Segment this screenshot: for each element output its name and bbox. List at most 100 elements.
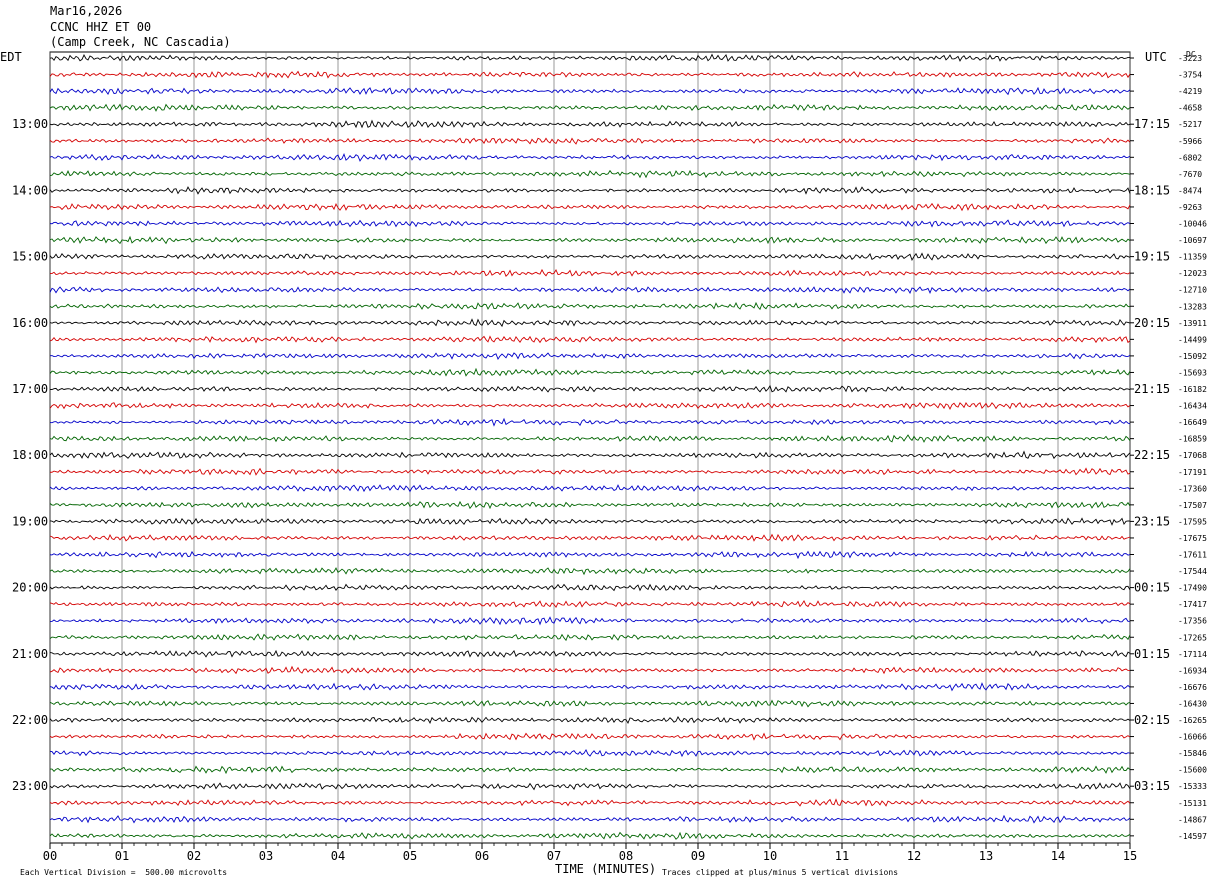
x-tick-label: 00 bbox=[43, 849, 57, 863]
dc-offset-label: -5966 bbox=[1178, 137, 1202, 146]
trace-line bbox=[49, 301, 1131, 311]
dc-offset-label: -17360 bbox=[1178, 484, 1207, 493]
trace-line bbox=[49, 268, 1131, 277]
x-tick-label: 07 bbox=[547, 849, 561, 863]
x-tick-label: 01 bbox=[115, 849, 129, 863]
dc-offset-label: -15092 bbox=[1178, 352, 1207, 361]
trace-line bbox=[49, 186, 1131, 195]
right-hour-label: 01:15 bbox=[1134, 647, 1170, 661]
dc-offset-label: -16434 bbox=[1178, 402, 1207, 411]
x-tick-label: 14 bbox=[1051, 849, 1065, 863]
x-tick-label: 02 bbox=[187, 849, 201, 863]
dc-offset-label: -15600 bbox=[1178, 766, 1207, 775]
trace-line bbox=[49, 649, 1131, 658]
right-hour-label: 00:15 bbox=[1134, 581, 1170, 595]
left-hour-label: 15:00 bbox=[12, 250, 48, 264]
dc-offset-label: -16859 bbox=[1178, 435, 1207, 444]
dc-offset-label: -16430 bbox=[1178, 699, 1207, 708]
dc-offset-label: -15333 bbox=[1178, 782, 1207, 791]
trace-line bbox=[49, 716, 1131, 725]
right-hour-label: 18:15 bbox=[1134, 183, 1170, 197]
trace-line bbox=[49, 70, 1131, 79]
x-tick-label: 10 bbox=[763, 849, 777, 863]
right-hour-label: 21:15 bbox=[1134, 382, 1170, 396]
trace-line bbox=[49, 417, 1131, 427]
footer-scale-note: Each Vertical Division = 500.00 microvol… bbox=[20, 868, 228, 877]
trace-line bbox=[49, 798, 1131, 807]
trace-line bbox=[49, 831, 1131, 840]
x-tick-label: 12 bbox=[907, 849, 921, 863]
trace-line bbox=[49, 550, 1131, 560]
trace-line bbox=[49, 533, 1131, 542]
left-hour-label: 22:00 bbox=[12, 713, 48, 727]
dc-offset-label: -14867 bbox=[1178, 815, 1207, 824]
trace-line bbox=[49, 699, 1131, 708]
left-hour-label: 19:00 bbox=[12, 514, 48, 528]
dc-offset-label: -16649 bbox=[1178, 418, 1207, 427]
dc-offset-label: -17356 bbox=[1178, 617, 1207, 626]
trace-line bbox=[49, 748, 1131, 758]
dc-offset-label: -17068 bbox=[1178, 451, 1207, 460]
dc-offset-label: -10697 bbox=[1178, 236, 1207, 245]
trace-line bbox=[50, 467, 1131, 476]
dc-offset-label: -13911 bbox=[1178, 319, 1207, 328]
header-date: Mar16,2026 bbox=[50, 4, 123, 18]
dc-offset-label: -16676 bbox=[1178, 683, 1207, 692]
trace-line bbox=[49, 384, 1131, 393]
dc-offset-label: -13283 bbox=[1178, 302, 1207, 311]
trace-line bbox=[49, 732, 1131, 741]
dc-offset-label: -16934 bbox=[1178, 666, 1207, 675]
trace-line bbox=[49, 765, 1131, 775]
dc-offset-label: -17611 bbox=[1178, 551, 1207, 560]
dc-offset-label: -11359 bbox=[1178, 253, 1207, 262]
header-location: (Camp Creek, NC Cascadia) bbox=[50, 35, 231, 49]
dc-offset-label: -7670 bbox=[1178, 170, 1202, 179]
right-hour-label: 22:15 bbox=[1134, 448, 1170, 462]
trace-line bbox=[49, 665, 1131, 675]
trace-line bbox=[49, 616, 1131, 626]
dc-offset-label: -10046 bbox=[1178, 220, 1207, 229]
right-hour-label: 17:15 bbox=[1134, 117, 1170, 131]
dc-offset-label: -17265 bbox=[1178, 633, 1207, 642]
dc-offset-label: -15846 bbox=[1178, 749, 1207, 758]
x-tick-label: 05 bbox=[403, 849, 417, 863]
dc-offset-label: -3223 bbox=[1178, 54, 1202, 63]
footer-clip-note: Traces clipped at plus/minus 5 vertical … bbox=[662, 868, 899, 877]
right-hour-label: 02:15 bbox=[1134, 713, 1170, 727]
x-tick-label: 06 bbox=[475, 849, 489, 863]
dc-offset-label: -14597 bbox=[1178, 832, 1207, 841]
trace-line bbox=[49, 517, 1131, 526]
dc-offset-label: -14499 bbox=[1178, 335, 1207, 344]
trace-line bbox=[49, 367, 1131, 377]
dc-offset-label: -17490 bbox=[1178, 584, 1207, 593]
dc-offset-label: -17595 bbox=[1178, 517, 1207, 526]
x-tick-label: 13 bbox=[979, 849, 993, 863]
trace-line bbox=[49, 682, 1131, 692]
right-hour-label: 23:15 bbox=[1134, 514, 1170, 528]
dc-offset-label: -12023 bbox=[1178, 269, 1207, 278]
dc-offset-label: -15693 bbox=[1178, 368, 1207, 377]
dc-offset-label: -16265 bbox=[1178, 716, 1207, 725]
dc-offset-label: -17191 bbox=[1178, 468, 1207, 477]
left-hour-label: 23:00 bbox=[12, 779, 48, 793]
dc-offset-label: -5217 bbox=[1178, 120, 1202, 129]
trace-line bbox=[49, 402, 1131, 411]
left-hour-label: 16:00 bbox=[12, 316, 48, 330]
trace-line bbox=[49, 252, 1131, 262]
left-hour-label: 20:00 bbox=[12, 581, 48, 595]
trace-line bbox=[49, 567, 1131, 576]
left-hour-label: 21:00 bbox=[12, 647, 48, 661]
trace-line bbox=[49, 137, 1131, 145]
trace-line bbox=[49, 169, 1131, 179]
dc-offset-label: -16066 bbox=[1178, 733, 1207, 742]
dc-offset-label: -17114 bbox=[1178, 650, 1207, 659]
x-tick-label: 03 bbox=[259, 849, 273, 863]
axis-labels: 00 01 02 03 04 05 06 07 08 09 10 11 12 13 14 15 -3223 -37… bbox=[12, 54, 1207, 863]
trace-line bbox=[49, 484, 1131, 493]
left-timezone-label: EDT bbox=[0, 50, 22, 64]
trace-line bbox=[49, 103, 1131, 112]
trace-line bbox=[49, 434, 1131, 443]
trace-line bbox=[49, 335, 1131, 344]
dc-label: DC bbox=[1186, 50, 1196, 59]
